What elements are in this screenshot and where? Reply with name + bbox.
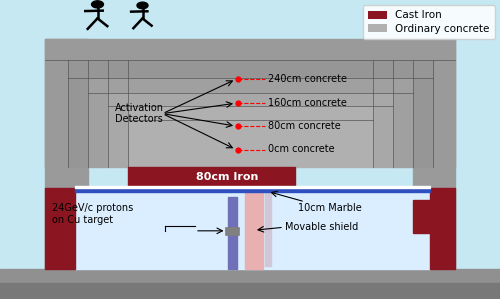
Text: Movable shield: Movable shield (285, 222, 358, 232)
Text: 10cm Marble: 10cm Marble (298, 203, 361, 213)
Bar (412, 78, 432, 167)
Bar (75, 187, 430, 192)
Bar (128, 120, 372, 167)
Bar (412, 39, 455, 269)
Bar (108, 93, 393, 106)
Circle shape (92, 1, 104, 8)
Bar (75, 188, 430, 269)
Bar (412, 200, 430, 233)
Bar (45, 39, 88, 269)
Text: Activation
Detectors: Activation Detectors (115, 103, 164, 124)
Bar (108, 106, 128, 167)
Bar (88, 78, 412, 93)
Text: 160cm concrete: 160cm concrete (268, 98, 346, 108)
Text: 24GeV/c protons
on Cu target: 24GeV/c protons on Cu target (52, 203, 134, 225)
Circle shape (137, 2, 148, 9)
Text: 240cm concrete: 240cm concrete (268, 74, 346, 84)
Bar (265, 188, 271, 266)
Bar (75, 186, 430, 188)
Bar (68, 60, 432, 78)
Bar (225, 227, 239, 235)
Bar (430, 188, 455, 269)
Bar (372, 106, 392, 167)
Text: 0cm concrete: 0cm concrete (268, 144, 334, 155)
Bar (0, 283, 500, 299)
Bar (392, 93, 412, 167)
Bar (432, 60, 455, 167)
Bar (245, 188, 262, 269)
Bar (128, 106, 372, 120)
Bar (45, 188, 75, 269)
Bar (45, 60, 68, 167)
Text: 80cm Iron: 80cm Iron (196, 172, 258, 182)
Text: 80cm concrete: 80cm concrete (268, 121, 340, 131)
Bar (88, 93, 108, 167)
Bar (68, 78, 87, 167)
Bar (128, 167, 295, 187)
Bar (228, 197, 236, 269)
Bar (0, 269, 500, 299)
Bar (45, 39, 455, 60)
Legend: Cast Iron, Ordinary concrete: Cast Iron, Ordinary concrete (363, 5, 495, 39)
